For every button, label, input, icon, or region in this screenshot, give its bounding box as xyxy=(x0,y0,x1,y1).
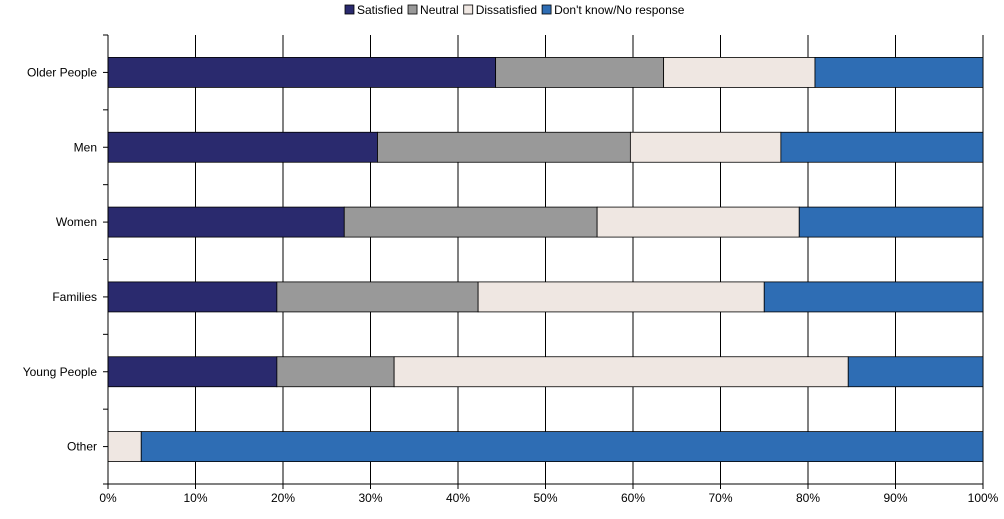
legend-label-don-t-know-no-response: Don't know/No response xyxy=(554,3,685,17)
bar-other-dissatisfied xyxy=(107,431,142,462)
bar-older-people-neutral xyxy=(495,57,665,88)
x-tick-label-5: 50% xyxy=(533,491,557,505)
axes: 0% 10% 20% 30% 40% 50% 60% 70% 80% 90% 100% Older P… xyxy=(23,34,999,505)
bar-families-neutral xyxy=(276,281,479,313)
bar-women-satisfied xyxy=(107,206,345,238)
legend-swatch-don-t-know-no-response xyxy=(541,4,552,15)
bar-women-dissatisfied xyxy=(596,206,800,238)
y-tick-label-older-people: Older People xyxy=(27,65,97,79)
bar-other-don-t-know-no-response xyxy=(140,431,984,462)
bar-young-people-dissatisfied xyxy=(393,356,849,388)
bar-families-dissatisfied xyxy=(477,281,765,313)
x-tick-label-9: 90% xyxy=(883,491,907,505)
legend: Satisfied Neutral Dissatisfied Don't know/N… xyxy=(344,3,685,17)
legend-item-don-t-know-no-response: Don't know/No response xyxy=(541,3,685,17)
bar-men-satisfied xyxy=(107,131,378,163)
x-tick-label-7: 70% xyxy=(708,491,732,505)
x-tick-label-4: 40% xyxy=(446,491,470,505)
y-tick-label-other: Other xyxy=(67,440,97,454)
bar-men-neutral xyxy=(377,131,631,163)
y-tick-label-men: Men xyxy=(74,140,97,154)
legend-swatch-dissatisfied xyxy=(463,4,474,15)
x-tick-label-1: 10% xyxy=(183,491,207,505)
legend-swatch-satisfied xyxy=(344,4,355,15)
y-tick-label-women: Women xyxy=(56,215,97,229)
legend-label-neutral: Neutral xyxy=(420,3,459,17)
bar-families-don-t-know-no-response xyxy=(763,281,984,313)
bar-young-people-satisfied xyxy=(107,356,278,388)
legend-label-satisfied: Satisfied xyxy=(357,3,403,17)
legend-item-satisfied: Satisfied xyxy=(344,3,403,17)
x-tick-label-6: 60% xyxy=(621,491,645,505)
legend-label-dissatisfied: Dissatisfied xyxy=(476,3,537,17)
bar-young-people-neutral xyxy=(276,356,395,388)
bar-young-people-don-t-know-no-response xyxy=(847,356,984,388)
bar-men-dissatisfied xyxy=(629,131,782,163)
legend-item-dissatisfied: Dissatisfied xyxy=(463,3,537,17)
bar-men-don-t-know-no-response xyxy=(780,131,984,163)
legend-item-neutral: Neutral xyxy=(407,3,459,17)
bars xyxy=(107,57,984,462)
bar-families-satisfied xyxy=(107,281,278,313)
gridlines xyxy=(195,35,984,484)
x-tick-label-3: 30% xyxy=(358,491,382,505)
bar-older-people-don-t-know-no-response xyxy=(814,57,984,88)
bar-women-don-t-know-no-response xyxy=(798,206,984,238)
bar-older-people-satisfied xyxy=(107,57,497,88)
legend-swatch-neutral xyxy=(407,4,418,15)
x-tick-label-8: 80% xyxy=(796,491,820,505)
x-tick-label-10: 100% xyxy=(968,491,999,505)
x-tick-label-2: 20% xyxy=(271,491,295,505)
y-tick-label-young-people: Young People xyxy=(23,365,98,379)
x-tick-label-0: 0% xyxy=(99,491,117,505)
y-tick-label-families: Families xyxy=(52,290,97,304)
bar-older-people-dissatisfied xyxy=(663,57,816,88)
bar-women-neutral xyxy=(343,206,598,238)
